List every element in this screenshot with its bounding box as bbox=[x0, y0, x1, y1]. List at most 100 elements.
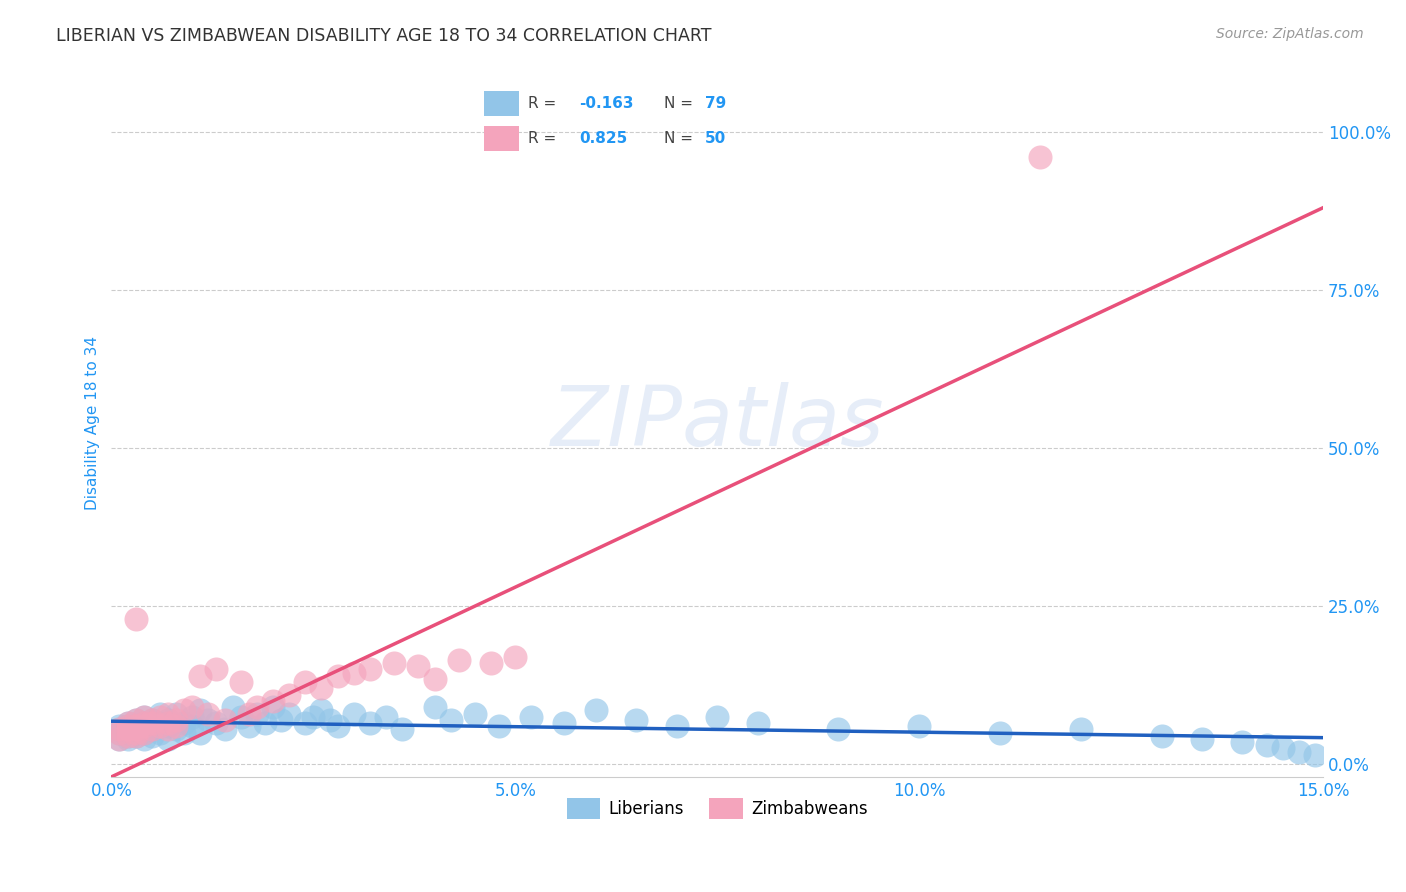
Point bbox=[165, 713, 187, 727]
Point bbox=[141, 723, 163, 737]
Point bbox=[149, 716, 172, 731]
Point bbox=[311, 703, 333, 717]
Point bbox=[1150, 729, 1173, 743]
Point bbox=[149, 706, 172, 721]
Point bbox=[205, 716, 228, 731]
Point bbox=[229, 710, 252, 724]
Point bbox=[124, 723, 146, 737]
Point bbox=[553, 716, 575, 731]
Point bbox=[326, 668, 349, 682]
Point bbox=[1271, 741, 1294, 756]
Point bbox=[124, 725, 146, 739]
Point bbox=[520, 710, 543, 724]
Point bbox=[908, 719, 931, 733]
Point bbox=[124, 713, 146, 727]
Point bbox=[1232, 735, 1254, 749]
Point bbox=[156, 716, 179, 731]
Point bbox=[440, 713, 463, 727]
Point bbox=[505, 649, 527, 664]
Point bbox=[221, 700, 243, 714]
Point bbox=[108, 725, 131, 739]
Point bbox=[117, 729, 139, 743]
Point bbox=[229, 675, 252, 690]
Point bbox=[382, 656, 405, 670]
Point bbox=[359, 716, 381, 731]
Point bbox=[214, 723, 236, 737]
Point bbox=[108, 731, 131, 746]
Point bbox=[188, 703, 211, 717]
Point bbox=[141, 723, 163, 737]
Point bbox=[124, 719, 146, 733]
Point bbox=[165, 719, 187, 733]
Point bbox=[108, 731, 131, 746]
Point bbox=[278, 688, 301, 702]
Point bbox=[188, 668, 211, 682]
Point bbox=[149, 710, 172, 724]
Point bbox=[827, 723, 849, 737]
Point bbox=[1288, 745, 1310, 759]
Point bbox=[585, 703, 607, 717]
Point bbox=[205, 662, 228, 676]
Point bbox=[132, 716, 155, 731]
Point bbox=[375, 710, 398, 724]
Point bbox=[124, 723, 146, 737]
Point bbox=[181, 710, 204, 724]
Point bbox=[423, 700, 446, 714]
Point bbox=[173, 716, 195, 731]
Point bbox=[464, 706, 486, 721]
Point bbox=[311, 681, 333, 696]
Point bbox=[246, 700, 269, 714]
Point bbox=[1029, 150, 1052, 164]
Point bbox=[326, 719, 349, 733]
Legend: Liberians, Zimbabweans: Liberians, Zimbabweans bbox=[561, 791, 875, 825]
Point bbox=[149, 719, 172, 733]
Point bbox=[246, 706, 269, 721]
Text: LIBERIAN VS ZIMBABWEAN DISABILITY AGE 18 TO 34 CORRELATION CHART: LIBERIAN VS ZIMBABWEAN DISABILITY AGE 18… bbox=[56, 27, 711, 45]
Point bbox=[108, 723, 131, 737]
Point bbox=[141, 719, 163, 733]
Point bbox=[117, 723, 139, 737]
Point bbox=[197, 713, 219, 727]
Point bbox=[988, 725, 1011, 739]
Y-axis label: Disability Age 18 to 34: Disability Age 18 to 34 bbox=[86, 335, 100, 509]
Point bbox=[294, 716, 316, 731]
Point bbox=[117, 725, 139, 739]
Point bbox=[665, 719, 688, 733]
Point bbox=[132, 710, 155, 724]
Point bbox=[132, 716, 155, 731]
Point bbox=[124, 725, 146, 739]
Point bbox=[132, 723, 155, 737]
Point bbox=[132, 725, 155, 739]
Point bbox=[626, 713, 648, 727]
Point bbox=[181, 719, 204, 733]
Point bbox=[108, 719, 131, 733]
Point bbox=[214, 713, 236, 727]
Text: Source: ZipAtlas.com: Source: ZipAtlas.com bbox=[1216, 27, 1364, 41]
Point bbox=[117, 729, 139, 743]
Point bbox=[262, 700, 284, 714]
Point bbox=[124, 713, 146, 727]
Point bbox=[238, 706, 260, 721]
Point bbox=[747, 716, 769, 731]
Point bbox=[1256, 738, 1278, 752]
Point bbox=[124, 729, 146, 743]
Point bbox=[262, 694, 284, 708]
Point bbox=[156, 713, 179, 727]
Point bbox=[156, 706, 179, 721]
Point bbox=[188, 725, 211, 739]
Point bbox=[132, 731, 155, 746]
Point bbox=[149, 725, 172, 739]
Point bbox=[181, 700, 204, 714]
Point bbox=[108, 723, 131, 737]
Point bbox=[318, 713, 340, 727]
Point bbox=[117, 719, 139, 733]
Point bbox=[302, 710, 325, 724]
Point bbox=[1070, 723, 1092, 737]
Point bbox=[117, 719, 139, 733]
Point bbox=[1303, 747, 1326, 762]
Point bbox=[141, 713, 163, 727]
Point bbox=[253, 716, 276, 731]
Point bbox=[156, 723, 179, 737]
Point bbox=[141, 713, 163, 727]
Point bbox=[359, 662, 381, 676]
